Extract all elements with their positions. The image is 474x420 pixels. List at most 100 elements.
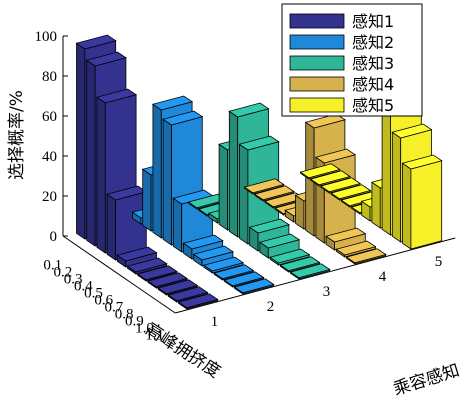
legend-swatch: [289, 55, 345, 71]
bar-top: [116, 246, 158, 262]
bar-top: [243, 178, 285, 194]
depth-tick-label: 5: [435, 254, 443, 270]
bar-side: [162, 118, 172, 246]
bar-top: [182, 234, 224, 250]
depth-tick-label: 2: [267, 299, 275, 315]
depth-tick-label: 1: [211, 314, 219, 330]
legend-swatch: [289, 34, 345, 50]
bar: [299, 163, 341, 180]
bar-side: [391, 131, 402, 243]
y-tick-label: 60: [42, 109, 57, 125]
bar: [223, 271, 265, 288]
bar-top: [177, 293, 219, 309]
y-tick-label: 100: [35, 29, 58, 45]
bar: [202, 256, 245, 274]
x-tick-label: 0.2: [54, 265, 73, 281]
bar-side: [228, 110, 239, 238]
bar-top: [304, 113, 346, 129]
bar-top: [233, 278, 275, 294]
bar: [167, 286, 209, 303]
legend-label: 感知4: [352, 75, 394, 94]
x-tick-label: 0.6: [94, 293, 113, 309]
bar-top: [95, 88, 138, 104]
bar-top: [202, 256, 245, 272]
bar: [192, 245, 234, 267]
bar-side: [142, 168, 152, 232]
legend-label: 感知1: [352, 12, 394, 31]
depth-tick-label: 3: [323, 284, 331, 300]
bar-top: [309, 170, 351, 186]
x-tick-label: 0.5: [84, 286, 103, 302]
bar-side: [86, 59, 96, 247]
bar-top: [269, 248, 311, 264]
bar: [233, 278, 275, 295]
bar-top: [136, 265, 178, 281]
bar: [177, 293, 219, 310]
bar: [401, 154, 443, 250]
bar-side: [218, 143, 228, 231]
y-tick-label: 20: [42, 189, 57, 205]
x-tick-label: 0.9: [125, 314, 144, 330]
bar: [157, 279, 199, 296]
legend-swatch: [289, 13, 345, 29]
bar-top: [289, 263, 331, 279]
bar: [258, 233, 301, 259]
bar: [319, 177, 362, 194]
bar-side: [402, 162, 412, 250]
bar-top: [248, 218, 290, 234]
bar: [243, 178, 285, 195]
z-axis-title: 乘容感知: [391, 361, 462, 400]
bar-top: [75, 34, 117, 50]
bar-side: [76, 42, 86, 240]
bar-top: [319, 177, 362, 193]
bar: [182, 234, 224, 260]
x-tick-label: 1.1: [145, 328, 164, 344]
bar: [279, 256, 321, 273]
legend-swatch: [289, 76, 345, 92]
bar-top: [192, 245, 234, 261]
x-tick-label: 0.1: [43, 258, 62, 274]
bar-top: [162, 110, 204, 126]
bar: [146, 272, 189, 289]
bar: [126, 257, 168, 275]
bar-top: [85, 51, 127, 67]
x-tick-label: 0.7: [105, 300, 124, 316]
bar-top: [146, 272, 189, 288]
z-axis-line: [175, 237, 456, 314]
bar: [309, 170, 351, 187]
bar-top: [151, 95, 194, 111]
x-axis-line: [62, 235, 176, 314]
x-tick-label: 1.0: [135, 321, 154, 337]
bar-top: [258, 233, 301, 249]
bar-top: [391, 123, 433, 139]
y-tick-label: 80: [42, 69, 57, 85]
bar: [330, 184, 372, 201]
bar-top: [279, 256, 321, 272]
depth-tick-label: 4: [379, 269, 387, 285]
bar-top: [253, 185, 295, 201]
legend-label: 感知2: [352, 33, 394, 52]
bar-top: [126, 257, 168, 273]
bar-top: [213, 264, 255, 280]
x-tick-label: 0.8: [115, 307, 134, 323]
bar-top: [345, 248, 387, 264]
bar: [345, 248, 387, 265]
bar: [213, 264, 255, 281]
x-tick-label: 0.4: [74, 279, 93, 295]
legend: 感知1 感知2 感知3 感知4 感知5: [281, 3, 423, 117]
bar-top: [223, 271, 265, 287]
bar-top: [299, 163, 341, 179]
bar-top: [330, 184, 372, 200]
bar-side: [96, 96, 106, 254]
y-tick-label: 0: [50, 229, 58, 245]
bar-top: [228, 102, 270, 118]
bar-top: [238, 135, 280, 151]
bar-top: [167, 286, 209, 302]
legend-swatch: [289, 97, 345, 113]
bar: [136, 265, 178, 282]
bar: [289, 263, 331, 280]
bar-front: [410, 160, 443, 250]
bar: [269, 248, 311, 266]
bar: [325, 227, 367, 251]
